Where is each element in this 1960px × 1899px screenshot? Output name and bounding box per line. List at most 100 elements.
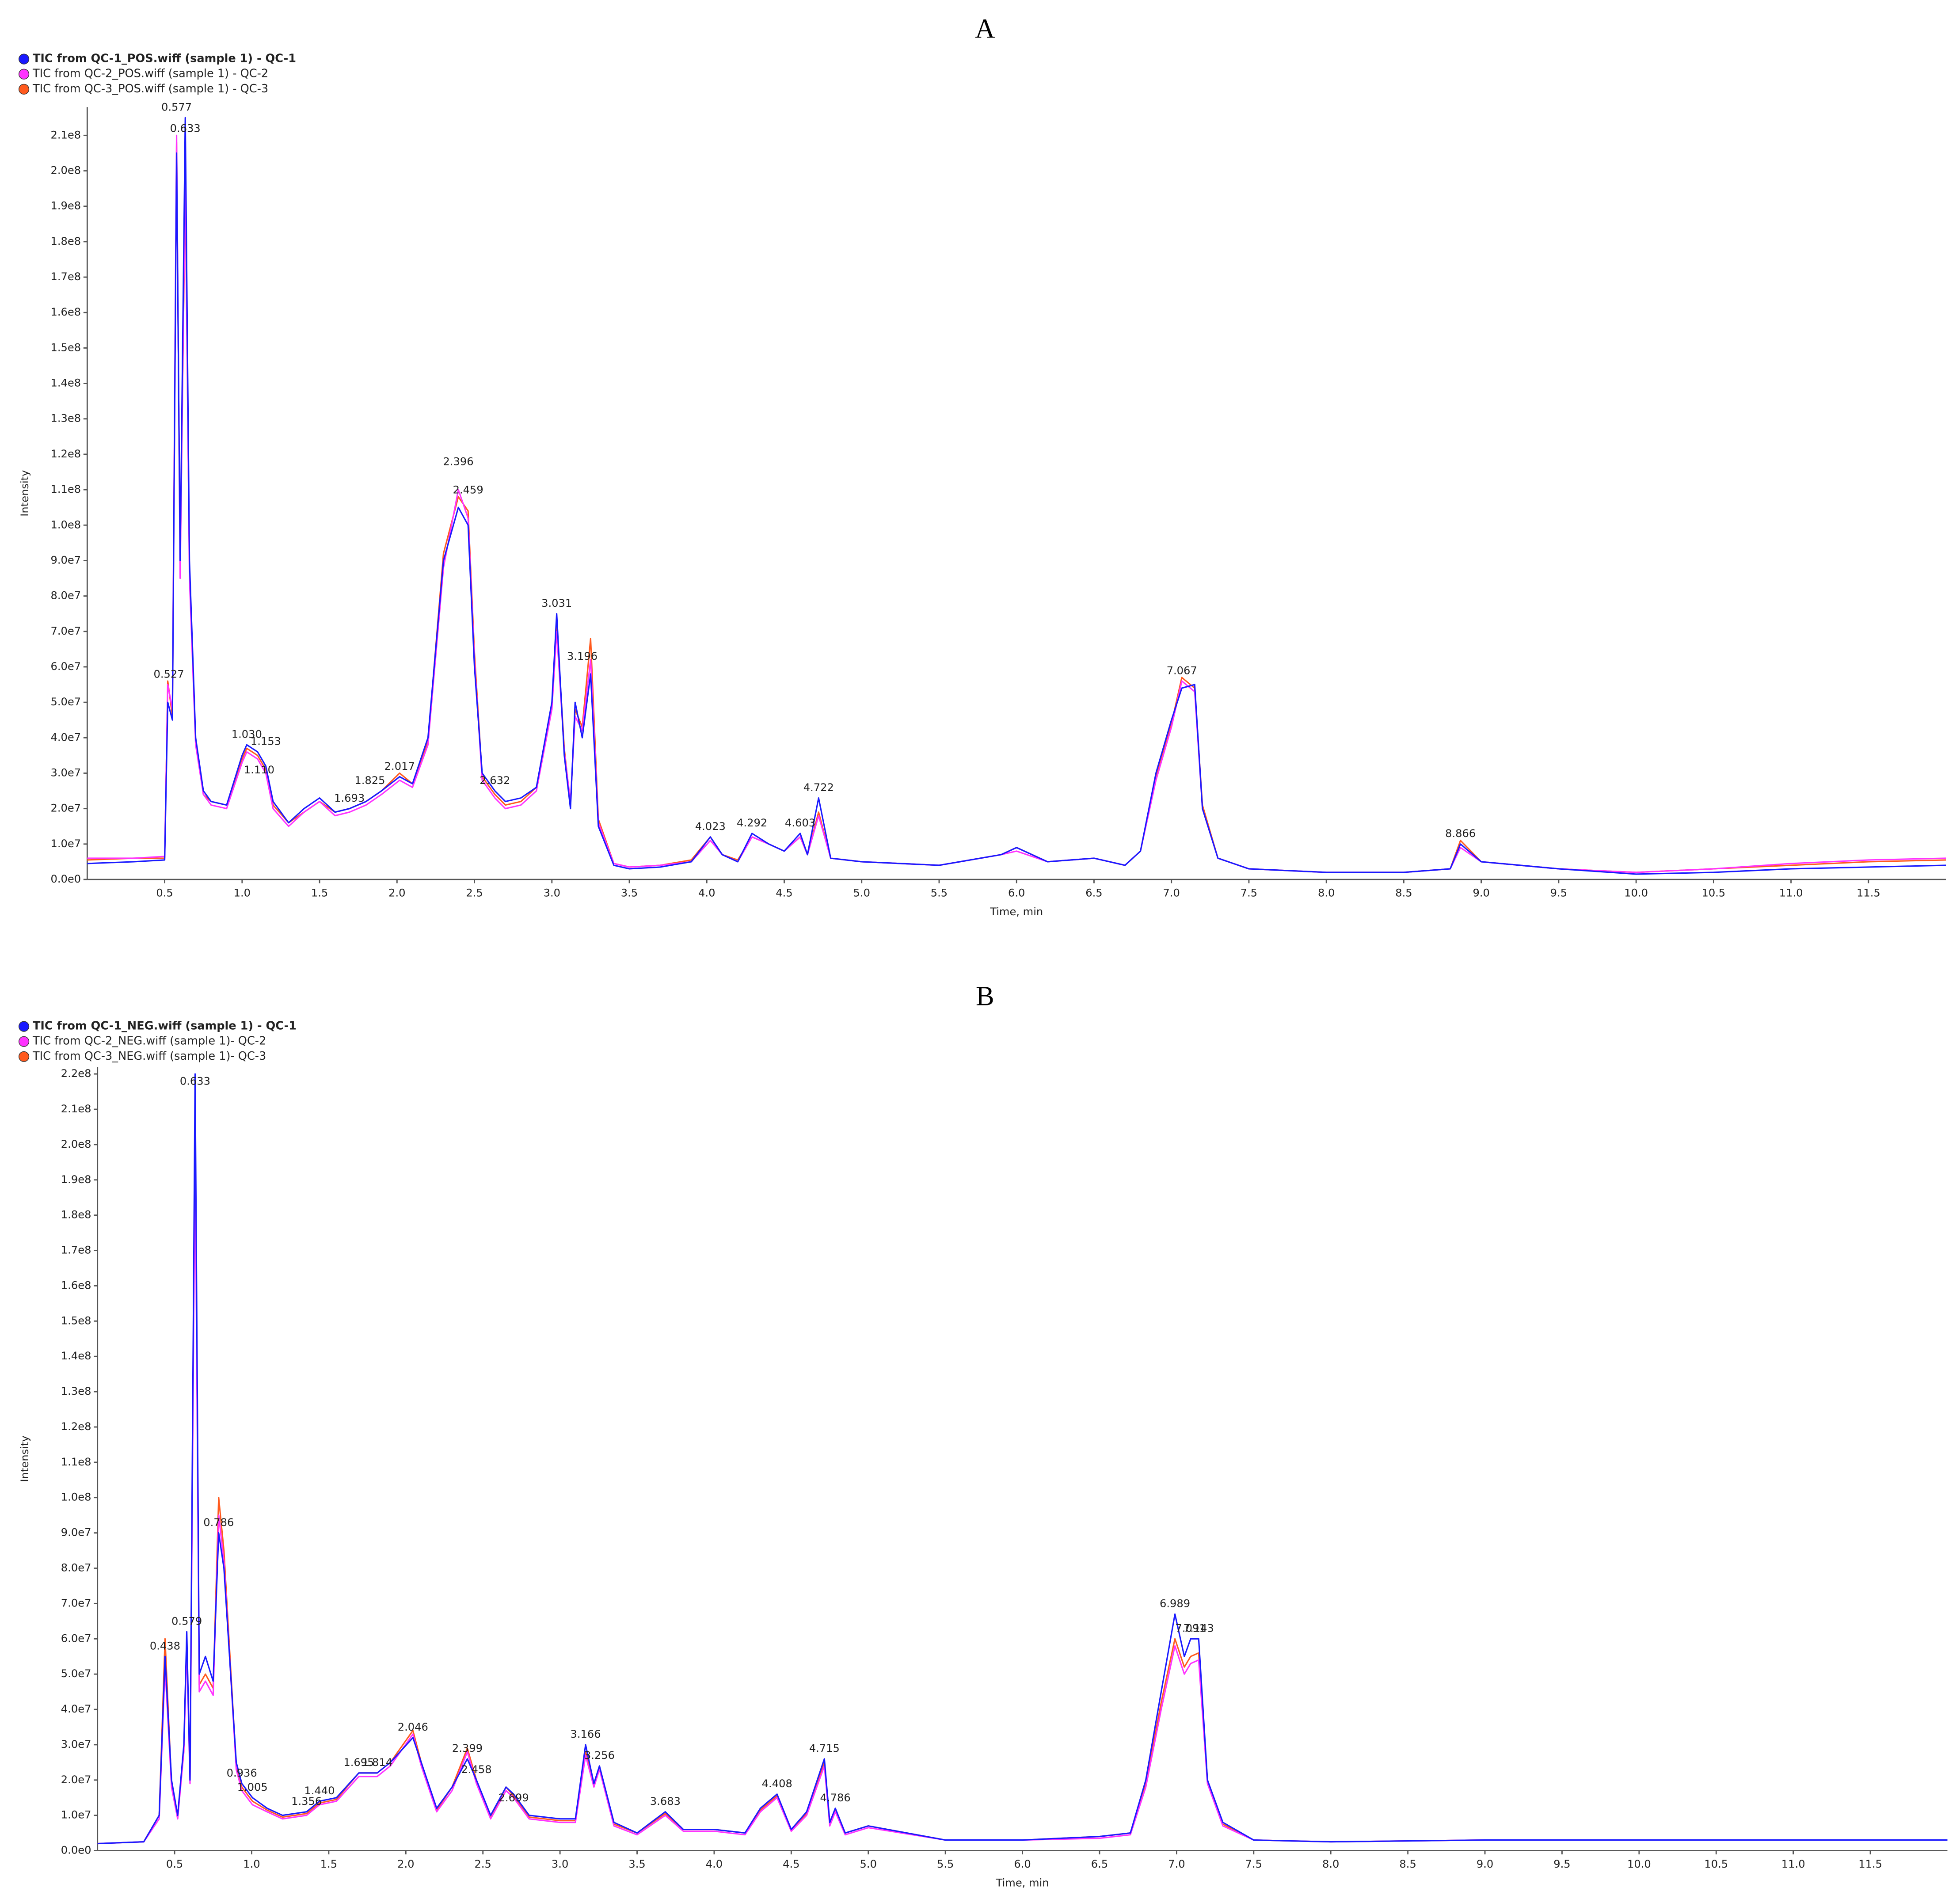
peak-label: 1.030 [232,728,262,741]
y-tick-label: 8.0e7 [61,1561,91,1574]
x-tick-label: 1.0 [243,1858,260,1870]
x-tick-label: 7.0 [1163,887,1180,899]
x-tick-label: 8.5 [1395,887,1412,899]
peak-label: 4.023 [695,820,726,833]
peak-label: 0.577 [161,101,192,114]
y-tick-label: 1.1e8 [61,1456,91,1468]
y-tick-label: 8.0e7 [50,590,81,602]
y-tick-label: 1.0e7 [61,1809,91,1821]
y-axis-label: Intensity [19,1435,31,1482]
x-tick-label: 11.5 [1858,1858,1882,1870]
peak-label: 1.693 [334,792,365,804]
peak-label: 1.153 [251,735,281,748]
peak-label: 1.695 [343,1756,374,1769]
legend-label: TIC from QC-3_NEG.wiff (sample 1)- QC-3 [32,1050,266,1063]
peak-label: 0.579 [171,1615,202,1628]
series-line [87,117,1946,875]
peak-label: 3.256 [584,1749,615,1762]
peak-label: 3.683 [650,1795,681,1808]
x-tick-label: 5.0 [853,887,870,899]
x-tick-label: 11.5 [1857,887,1880,899]
peak-label: 4.292 [737,817,767,829]
y-tick-label: 1.1e8 [50,483,81,495]
y-tick-label: 1.0e8 [50,518,81,531]
y-tick-label: 1.7e8 [61,1244,91,1256]
x-tick-label: 3.5 [621,887,638,899]
x-tick-label: 4.5 [783,1858,799,1870]
x-tick-label: 2.5 [475,1858,491,1870]
y-tick-label: 1.6e8 [50,306,81,318]
peak-label: 7.067 [1167,664,1197,677]
legend-marker [18,53,30,65]
peak-label: 2.046 [398,1721,428,1733]
peak-label: 4.722 [803,781,834,794]
peak-label: 3.166 [570,1728,601,1740]
peak-label: 2.399 [452,1742,483,1754]
y-tick-label: 4.0e7 [61,1703,91,1715]
y-tick-label: 1.9e8 [50,200,81,212]
y-tick-label: 0.0e0 [61,1844,91,1857]
x-tick-label: 0.5 [166,1858,183,1870]
x-tick-label: 7.0 [1168,1858,1185,1870]
x-tick-label: 2.0 [397,1858,414,1870]
x-tick-label: 10.5 [1701,887,1725,899]
peak-label: 0.527 [153,668,184,680]
x-tick-label: 10.0 [1627,1858,1651,1870]
y-tick-label: 7.0e7 [50,625,81,637]
peak-label: 0.786 [203,1516,234,1529]
y-tick-label: 1.2e8 [50,448,81,460]
peak-label: 2.632 [480,774,510,787]
y-tick-label: 5.0e7 [61,1667,91,1680]
peak-label: 1.825 [354,774,385,787]
y-tick-label: 1.0e8 [61,1491,91,1503]
y-tick-label: 2.0e7 [61,1773,91,1786]
y-tick-label: 9.0e7 [61,1526,91,1539]
legend-label: TIC from QC-3_POS.wiff (sample 1) - QC-3 [32,82,268,95]
x-tick-label: 3.0 [552,1858,568,1870]
y-tick-label: 1.3e8 [50,412,81,425]
legend-label: TIC from QC-1_NEG.wiff (sample 1) - QC-1 [33,1020,297,1033]
peak-label: 4.786 [820,1792,851,1804]
peak-label: 2.396 [443,455,474,468]
y-tick-label: 0.0e0 [50,873,81,885]
x-tick-label: 10.5 [1704,1858,1728,1870]
legend-marker [18,1051,30,1062]
x-tick-label: 3.5 [628,1858,645,1870]
y-tick-label: 2.0e8 [61,1138,91,1150]
y-axis-label: Intensity [19,470,31,517]
x-tick-label: 9.0 [1473,887,1489,899]
legend-label: TIC from QC-2_POS.wiff (sample 1) - QC-2 [32,67,268,80]
y-tick-label: 7.0e7 [61,1597,91,1609]
chart-panel: A 0.0e0 1.0e7 2.0e7 3.0e7 4.0e7 5.0e7 6.0e7 7.0e… [18,13,1946,918]
y-tick-label: 1.9e8 [61,1173,91,1186]
peak-label: 1.110 [244,764,274,776]
x-tick-label: 3.0 [544,887,560,899]
y-tick-label: 1.4e8 [50,377,81,389]
y-tick-label: 1.7e8 [50,270,81,283]
x-tick-label: 1.5 [311,887,328,899]
y-tick-label: 2.1e8 [61,1103,91,1115]
peak-label: 2.017 [384,760,415,773]
y-tick-label: 1.5e8 [50,341,81,354]
legend-marker [18,84,30,95]
x-tick-label: 4.0 [706,1858,723,1870]
x-tick-label: 10.0 [1624,887,1648,899]
peak-label: 2.459 [453,483,483,496]
y-tick-label: 1.8e8 [50,235,81,247]
series-line [97,1073,1948,1845]
peak-label: 4.408 [762,1777,792,1790]
x-axis-label: Time, min [990,906,1043,918]
x-tick-label: 1.0 [234,887,251,899]
peak-label: 7.091 [1176,1622,1206,1635]
y-tick-label: 1.6e8 [61,1279,91,1291]
x-axis-label: Time, min [996,1876,1049,1889]
y-tick-label: 2.2e8 [61,1067,91,1080]
y-tick-label: 9.0e7 [50,554,81,566]
peak-label: 3.031 [541,597,572,609]
legend-marker [18,1036,30,1047]
peak-label: 1.814 [362,1756,392,1769]
chart-panel: B 0.0e0 1.0e7 2.0e7 3.0e7 4.0e7 5.0e7 6.0e7 7.0e… [19,980,1948,1889]
peak-label: 4.715 [809,1742,840,1754]
y-tick-label: 6.0e7 [50,660,81,673]
